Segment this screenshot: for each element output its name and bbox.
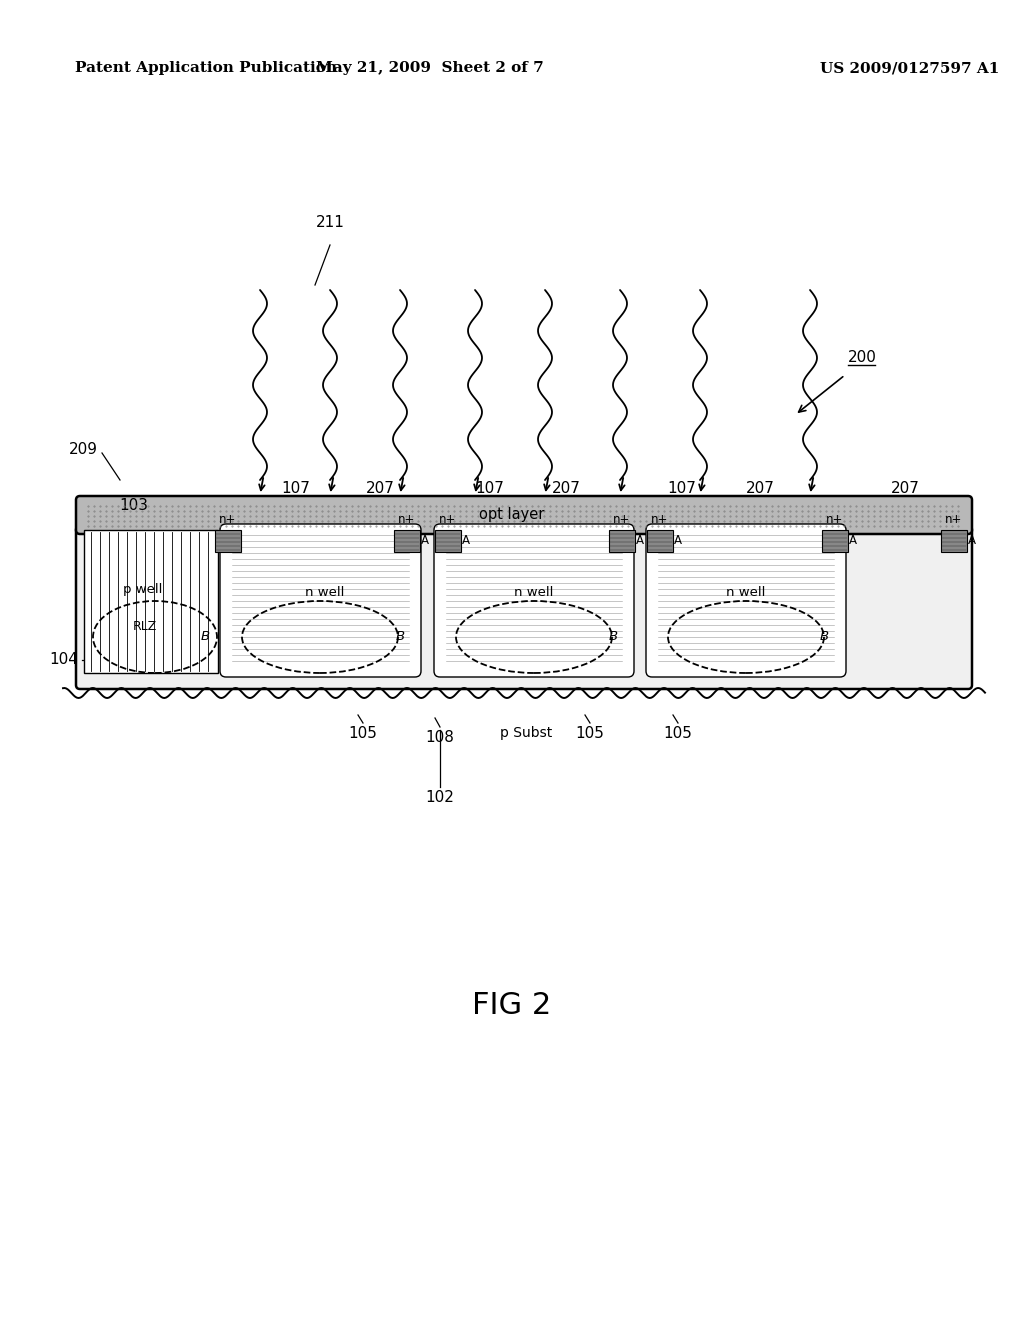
Text: n well: n well	[305, 586, 345, 599]
Bar	[609, 531, 635, 552]
Text: 108: 108	[426, 730, 455, 744]
Text: B: B	[395, 631, 404, 644]
Text: A: A	[636, 533, 644, 546]
Text: 207: 207	[552, 480, 581, 496]
Text: Patent Application Publication: Patent Application Publication	[75, 61, 337, 75]
Bar	[215, 531, 241, 552]
Text: B: B	[819, 631, 828, 644]
Text: 105: 105	[348, 726, 378, 741]
Bar	[822, 531, 848, 552]
Text: A: A	[674, 533, 682, 546]
Text: May 21, 2009  Sheet 2 of 7: May 21, 2009 Sheet 2 of 7	[316, 61, 544, 75]
Text: A: A	[849, 533, 857, 546]
Text: n+: n+	[613, 513, 631, 525]
Text: 105: 105	[575, 726, 604, 741]
FancyBboxPatch shape	[220, 524, 421, 677]
Text: RLZ: RLZ	[133, 620, 157, 634]
Text: 104: 104	[49, 652, 78, 668]
Text: FIG 2: FIG 2	[472, 990, 552, 1019]
Text: B: B	[201, 631, 210, 644]
Text: 200: 200	[848, 350, 877, 366]
Text: A: A	[421, 533, 429, 546]
Text: 105: 105	[664, 726, 692, 741]
Text: 211: 211	[315, 215, 344, 230]
Text: n+: n+	[945, 513, 963, 525]
Text: p well: p well	[123, 583, 163, 597]
Text: n+: n+	[651, 513, 669, 525]
Text: n well: n well	[514, 586, 554, 599]
Text: 209: 209	[69, 442, 98, 458]
Text: 107: 107	[282, 480, 310, 496]
Text: 207: 207	[891, 480, 920, 496]
Text: A: A	[968, 533, 976, 546]
Text: 107: 107	[668, 480, 696, 496]
FancyBboxPatch shape	[646, 524, 846, 677]
Text: 207: 207	[745, 480, 774, 496]
Text: n+: n+	[826, 513, 844, 525]
Bar	[394, 531, 420, 552]
Bar	[84, 531, 218, 673]
Text: 207: 207	[366, 480, 394, 496]
Text: US 2009/0127597 A1: US 2009/0127597 A1	[820, 61, 999, 75]
Text: n+: n+	[398, 513, 416, 525]
FancyBboxPatch shape	[76, 496, 972, 535]
Text: p Subst: p Subst	[500, 726, 552, 741]
Text: 103: 103	[119, 499, 148, 513]
Text: n+: n+	[219, 513, 237, 525]
FancyBboxPatch shape	[434, 524, 634, 677]
Text: A: A	[462, 533, 470, 546]
Text: n well: n well	[726, 586, 766, 599]
Text: opt layer: opt layer	[479, 507, 545, 523]
Text: 107: 107	[475, 480, 505, 496]
Bar	[647, 531, 673, 552]
FancyBboxPatch shape	[76, 525, 972, 689]
Text: 102: 102	[426, 789, 455, 805]
Text: n+: n+	[439, 513, 457, 525]
Bar	[435, 531, 461, 552]
Bar	[941, 531, 967, 552]
Text: B: B	[608, 631, 617, 644]
